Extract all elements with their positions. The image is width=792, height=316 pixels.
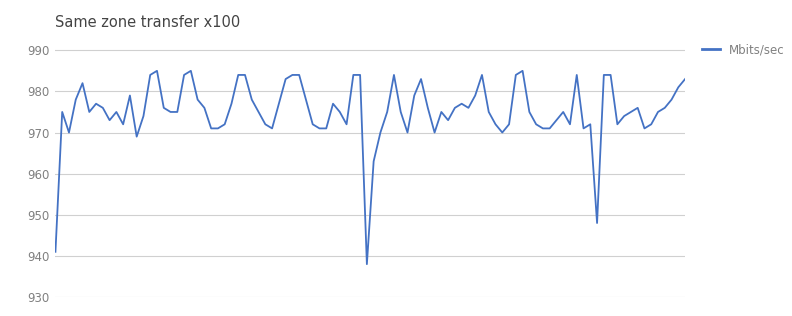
Text: Same zone transfer x100: Same zone transfer x100 [55, 15, 241, 30]
Legend: Mbits/sec: Mbits/sec [697, 39, 790, 61]
